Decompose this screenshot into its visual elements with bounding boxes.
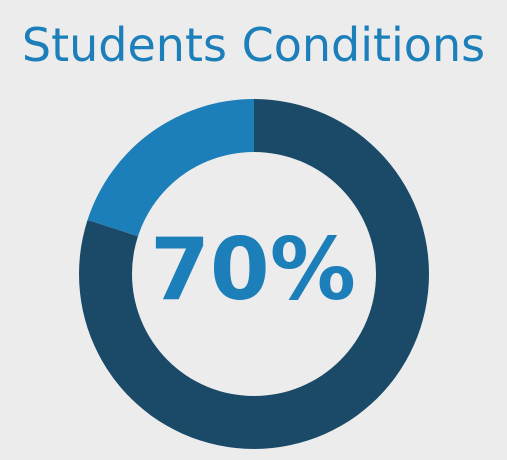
donut-hole [132, 152, 376, 396]
center-percentage-label: 70% [150, 220, 356, 320]
chart-title: Students Conditions [21, 18, 486, 72]
